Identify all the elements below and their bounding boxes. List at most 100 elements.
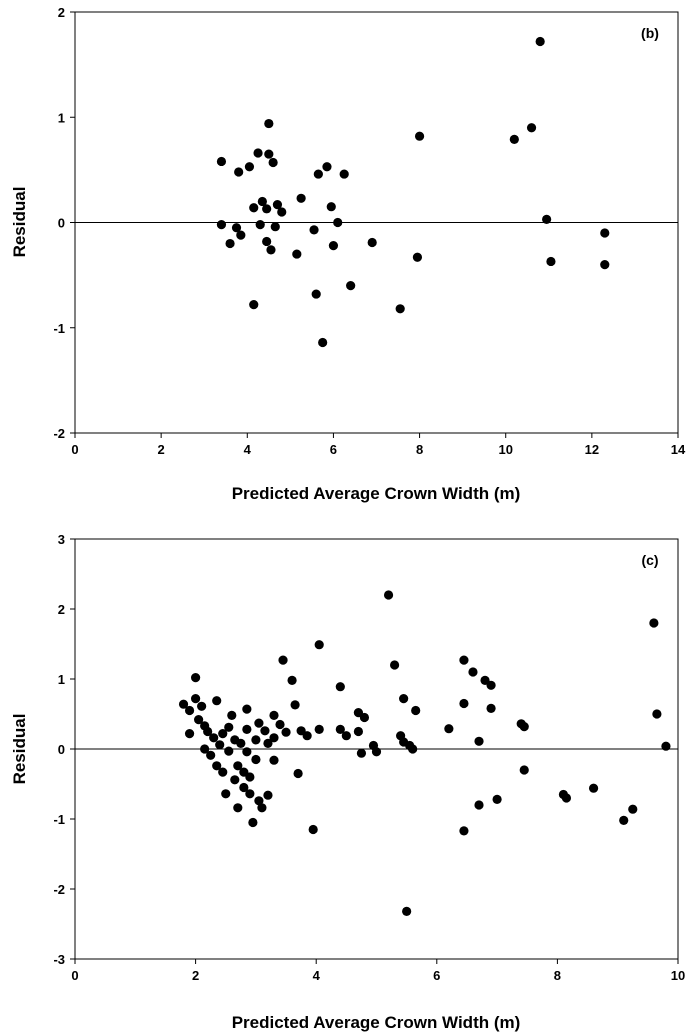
panel-c-x-ticks: 0 2 4 6 8 10 (71, 959, 685, 983)
panel-b-x-axis-title: Predicted Average Crown Width (m) (232, 484, 521, 503)
panel-c-data-point (287, 675, 297, 686)
panel-b-data-point (339, 169, 349, 179)
panel-c-data-point (444, 724, 454, 734)
panel-c-data-point (661, 741, 671, 751)
panel-c-data-point (184, 729, 195, 739)
panel-c-data-point (356, 748, 367, 758)
panel-c-data-point (278, 655, 288, 665)
panel-c-data-point (184, 705, 195, 716)
panel-b-data-point (322, 162, 332, 172)
panel-c-data-point (239, 782, 249, 793)
panel-c-y-axis-title: Residual (10, 714, 29, 785)
panel-b-data-point (249, 299, 259, 310)
panel-c-data-point (242, 747, 252, 757)
panel-b-data-point (264, 149, 274, 159)
panel-c-x-tick-label: 0 (71, 968, 78, 983)
panel-b-x-tick-label: 8 (416, 442, 423, 457)
panel-b-data-point (270, 222, 280, 232)
panel-c-x-tick-label: 10 (671, 968, 685, 983)
panel-b-data-point (311, 289, 321, 299)
panel-c-data-point (254, 718, 264, 728)
panel-b-data-point (264, 118, 274, 129)
panel-c-data-point (236, 738, 246, 749)
panel-b-data-point (277, 207, 287, 217)
panel-b-data-point (526, 123, 537, 133)
panel-b-data-point (600, 260, 610, 270)
panel-c-data-point (308, 824, 318, 835)
panel-c-data-point (335, 682, 345, 692)
panel-c: 0 2 4 6 8 10 -3 -2 -1 0 1 2 3 (c) Predicted Average… (10, 532, 685, 1032)
panel-b-x-ticks: 0 2 4 6 8 10 12 14 (71, 433, 686, 457)
panel-c-y-tick-label: -3 (53, 952, 65, 967)
panel-c-data-point (269, 755, 279, 765)
panel-c-points (178, 590, 671, 917)
panel-b-x-tick-label: 12 (585, 442, 599, 457)
panel-c-x-tick-label: 6 (433, 968, 440, 983)
panel-c-data-point (371, 747, 382, 757)
panel-c-data-point (233, 761, 243, 771)
panel-b-data-point (313, 169, 323, 179)
panel-c-data-point (221, 789, 231, 799)
panel-c-data-point (257, 803, 267, 813)
panel-c-data-point (224, 722, 234, 732)
panel-c-data-point (486, 703, 496, 714)
panel-c-x-tick-label: 4 (313, 968, 321, 983)
panel-c-data-point (242, 724, 252, 735)
panel-c-data-point (178, 699, 189, 709)
panel-b-data-point (395, 304, 405, 314)
panel-b-x-tick-label: 10 (498, 442, 512, 457)
panel-c-data-point (468, 667, 478, 677)
panel-b-data-point (257, 196, 267, 207)
panel-c-y-tick-label: -1 (53, 812, 65, 827)
panel-b-data-point (262, 204, 272, 214)
panel-b-data-point (253, 148, 263, 158)
panel-c-x-tick-label: 8 (554, 968, 561, 983)
panel-c-data-point (230, 775, 240, 785)
panel-b-data-point (600, 228, 610, 238)
panel-b-y-tick-label: -2 (53, 426, 65, 441)
panel-b-data-point (414, 131, 425, 141)
panel-b-label: (b) (641, 25, 659, 41)
panel-c-y-ticks: -3 -2 -1 0 1 2 3 (53, 532, 75, 967)
panel-b-data-point (333, 217, 343, 228)
panel-b-data-point (216, 156, 227, 167)
panel-b-data-point (244, 162, 255, 172)
panel-b-data-point (262, 236, 272, 247)
panel-c-data-point (402, 906, 412, 917)
panel-c-data-point (474, 736, 484, 746)
panel-c-data-point (206, 750, 216, 760)
panel-c-data-point (649, 618, 659, 628)
panel-b-data-point (542, 214, 552, 224)
panel-c-data-point (314, 640, 324, 650)
panel-c-x-axis-title: Predicted Average Crown Width (m) (232, 1013, 521, 1032)
panel-c-data-point (359, 712, 370, 723)
panel-c-data-point (218, 729, 228, 739)
panel-c-x-tick-label: 2 (192, 968, 199, 983)
panel-c-data-point (269, 733, 279, 743)
panel-b-data-point (318, 337, 328, 348)
panel-c-data-point (399, 694, 409, 704)
panel-c-data-point (194, 715, 204, 725)
panel-b-y-tick-label: 2 (58, 5, 65, 20)
panel-b-data-point (216, 220, 227, 230)
panel-c-y-tick-label: 0 (58, 742, 65, 757)
panel-b-x-tick-label: 0 (71, 442, 78, 457)
panel-c-data-point (459, 826, 469, 836)
panel-b-x-tick-label: 2 (158, 442, 165, 457)
panel-c-data-point (191, 694, 201, 704)
panel-c-data-point (203, 726, 213, 737)
panel-c-data-point (459, 698, 469, 709)
panel-b-x-tick-label: 14 (671, 442, 686, 457)
panel-b-data-point (367, 237, 377, 248)
panel-c-data-point (242, 704, 252, 714)
panel-c-data-point (353, 726, 364, 737)
panel-c-y-tick-label: 3 (58, 532, 65, 547)
panel-b-data-point (296, 193, 306, 203)
panel-b-data-point (412, 252, 423, 262)
panel-b-data-point (309, 225, 319, 235)
panel-b-data-point (255, 220, 265, 230)
panel-b-data-point (266, 245, 276, 255)
panel-c-data-point (389, 660, 400, 670)
panel-b-data-point (326, 202, 336, 212)
panel-c-data-point (628, 804, 638, 814)
